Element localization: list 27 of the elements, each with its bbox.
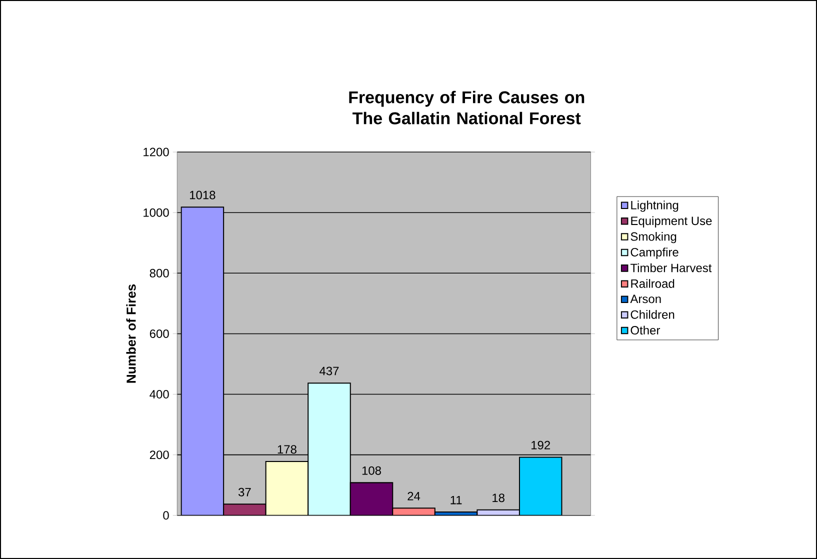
legend-label: Railroad bbox=[631, 279, 674, 288]
legend-label: Campfire bbox=[630, 248, 678, 259]
y-tick-label: 800 bbox=[150, 268, 169, 278]
y-axis-title: Number of Fires bbox=[126, 284, 136, 383]
y-tick-label: 200 bbox=[150, 450, 169, 460]
data-label: 437 bbox=[320, 366, 339, 376]
legend-label: Lightning bbox=[631, 200, 678, 212]
data-label: 1018 bbox=[190, 190, 216, 200]
y-tick-label: 0 bbox=[163, 511, 169, 520]
y-tick-label: 1200 bbox=[144, 148, 169, 156]
data-label: 108 bbox=[362, 466, 381, 475]
legend-label: Arson bbox=[630, 294, 661, 304]
data-label: 37 bbox=[238, 488, 251, 496]
data-label: 178 bbox=[278, 445, 296, 454]
data-label: 11 bbox=[450, 496, 462, 504]
legend-label: Children bbox=[630, 310, 674, 319]
legend-label: Equipment Use bbox=[631, 216, 712, 228]
data-label: 24 bbox=[408, 492, 420, 500]
chart-title: Frequency of Fire Causes on The Gallatin National Forest bbox=[349, 90, 584, 124]
legend-label: Other bbox=[630, 326, 660, 335]
legend-label: Smoking bbox=[630, 232, 676, 244]
y-tick-label: 400 bbox=[150, 390, 169, 398]
data-label: 18 bbox=[492, 494, 504, 502]
y-tick-label: 600 bbox=[150, 329, 169, 338]
legend-label: Timber Harvest bbox=[630, 263, 712, 272]
data-label: 192 bbox=[531, 440, 550, 450]
y-tick-label: 1000 bbox=[144, 208, 169, 217]
